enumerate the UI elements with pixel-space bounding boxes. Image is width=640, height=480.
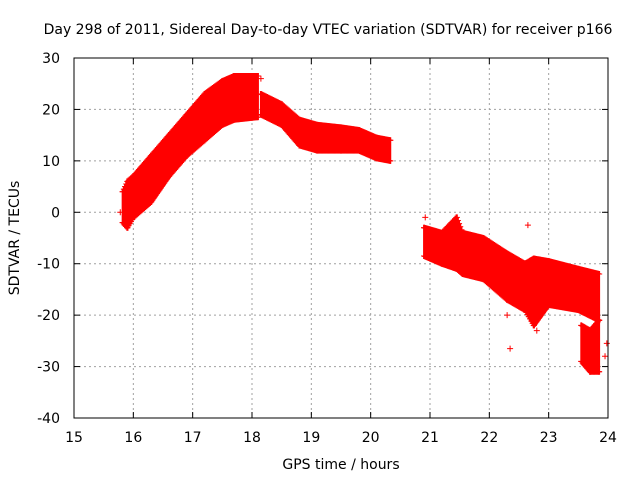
data-point bbox=[387, 157, 394, 164]
outlier-point bbox=[603, 340, 610, 347]
outlier-point bbox=[444, 240, 451, 247]
outlier-point bbox=[602, 353, 609, 360]
x-tick-label: 19 bbox=[302, 430, 320, 446]
data-point bbox=[119, 188, 126, 195]
data-point bbox=[421, 253, 428, 259]
x-tick-label: 15 bbox=[65, 430, 83, 446]
outlier-point bbox=[117, 209, 124, 216]
data-point bbox=[257, 91, 264, 97]
outlier-point bbox=[533, 327, 540, 334]
x-tick-label: 21 bbox=[421, 430, 439, 446]
series-segment-2 bbox=[257, 91, 394, 164]
x-tick-label: 23 bbox=[540, 430, 558, 446]
y-tick-label: -20 bbox=[37, 308, 60, 324]
x-tick-label: 22 bbox=[480, 430, 498, 446]
x-tick-label: 18 bbox=[243, 430, 261, 446]
y-tick-label: -30 bbox=[37, 360, 60, 376]
data-point bbox=[596, 271, 603, 277]
outlier-point bbox=[422, 214, 429, 221]
data-point bbox=[578, 322, 585, 329]
data-point bbox=[421, 224, 428, 231]
x-tick-labels: 15 16 17 18 19 20 21 22 23 24 bbox=[65, 430, 617, 446]
x-axis-label: GPS time / hours bbox=[282, 457, 399, 473]
chart-title: Day 298 of 2011, Sidereal Day-to-day VTE… bbox=[44, 22, 613, 38]
axis-ticks bbox=[73, 57, 609, 419]
x-tick-label: 20 bbox=[362, 430, 380, 446]
x-tick-label: 17 bbox=[184, 430, 202, 446]
data-point bbox=[254, 73, 261, 79]
series-segment-1 bbox=[119, 73, 261, 231]
outlier-point bbox=[504, 312, 511, 319]
x-tick-label: 24 bbox=[599, 430, 617, 446]
series-segment-4 bbox=[578, 317, 603, 375]
data-point bbox=[596, 317, 603, 324]
grid-lines bbox=[74, 58, 608, 418]
data-point bbox=[387, 137, 394, 144]
series-segment-3 bbox=[421, 214, 603, 329]
y-tick-label: -10 bbox=[37, 257, 60, 273]
y-axis-label: SDTVAR / TECUs bbox=[7, 181, 23, 296]
outlier-point bbox=[507, 345, 514, 352]
y-tick-label: 30 bbox=[42, 51, 60, 67]
data-point bbox=[257, 111, 264, 118]
x-tick-label: 16 bbox=[124, 430, 142, 446]
outlier-point bbox=[257, 75, 264, 82]
y-tick-label: 10 bbox=[42, 154, 60, 170]
y-tick-label: -40 bbox=[37, 411, 60, 427]
y-tick-labels: -40 -30 -20 -10 0 10 20 30 bbox=[37, 51, 60, 427]
data-point bbox=[119, 219, 126, 226]
y-tick-label: 0 bbox=[51, 205, 60, 221]
data-point bbox=[596, 368, 603, 375]
data-point bbox=[578, 358, 585, 365]
data-points bbox=[117, 73, 610, 375]
outlier-point bbox=[524, 222, 531, 229]
y-tick-label: 20 bbox=[42, 102, 60, 118]
plot-frame bbox=[73, 57, 609, 419]
